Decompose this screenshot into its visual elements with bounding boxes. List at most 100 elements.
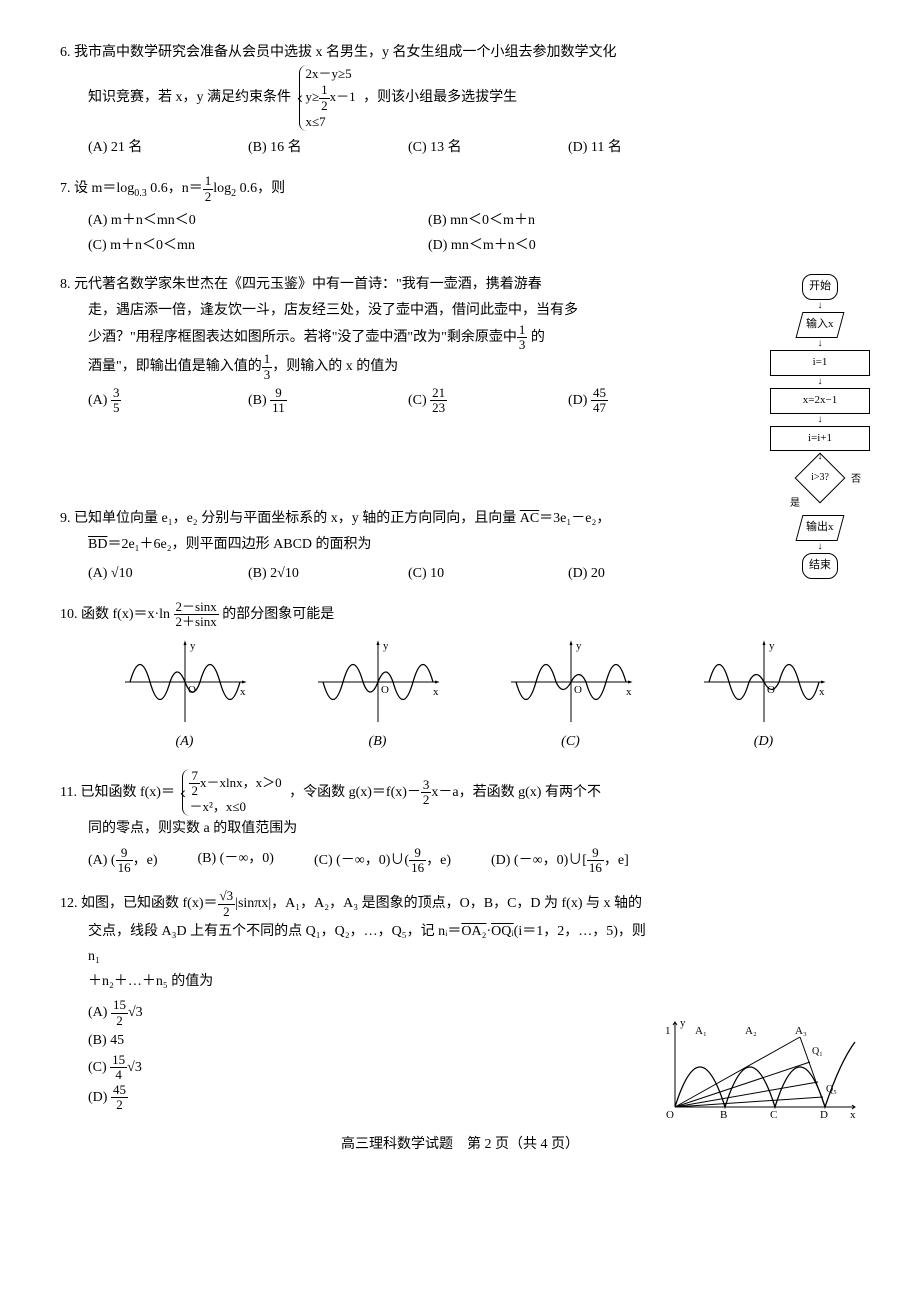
svg-text:y: y <box>383 640 389 652</box>
q10-graph-a: x y O (A) <box>115 637 255 754</box>
q8-choice-b: (B) 911 <box>248 386 408 416</box>
question-6: 6. 我市高中数学研究会准备从会员中选拔 x 名男生，y 名女生组成一个小组去参… <box>60 40 860 160</box>
q10-number: 10. <box>60 607 78 622</box>
svg-text:y: y <box>576 640 582 652</box>
svg-text:1: 1 <box>665 1025 671 1037</box>
question-10: 10. 函数 f(x)＝x·ln 2－sinx2＋sinx 的部分图象可能是 x… <box>60 600 860 755</box>
q6-constraint-1: 2x－y≥5 <box>306 65 356 83</box>
q9-line1: 已知单位向量 e₁，e₂ 分别与平面坐标系的 x，y 轴的正方向同向，且向量 A… <box>74 511 610 526</box>
svg-text:y: y <box>680 1017 686 1029</box>
svg-text:x: x <box>433 686 439 698</box>
arrow-icon: ↓ <box>770 378 870 386</box>
q10-graph-c: x y O (C) <box>501 637 641 754</box>
svg-text:x: x <box>819 686 825 698</box>
flow-start: 开始 <box>802 274 838 300</box>
q6-number: 6. <box>60 45 71 60</box>
q11-piece-2: －x²，x≤0 <box>189 798 281 816</box>
svg-text:A₂: A₂ <box>745 1025 757 1037</box>
svg-text:y: y <box>190 640 196 652</box>
svg-text:A₁: A₁ <box>695 1025 707 1037</box>
q6-choice-d: (D) 11 名 <box>568 135 728 160</box>
q7-choice-c: (C) m＋n＜0＜mn <box>88 233 428 258</box>
vector-oa2: OA₂ <box>461 924 486 939</box>
q9-choice-c: (C) 10 <box>408 561 568 586</box>
question-12: 1 O x y A₁ A₂ A₃ B C D Q₁ Q₅ 12. 如图，已知函数… <box>60 889 860 1112</box>
q9-choice-d: (D) 20 <box>568 561 728 586</box>
q12-choices: (A) 152√3 (B) 45 (C) 154√3 (D) 452 <box>88 998 448 1112</box>
flow-increment: i=i+1 <box>770 426 870 452</box>
q7-stem: 设 m＝log0.3 0.6，n＝12log2 0.6，则 <box>74 181 285 196</box>
q12-choice-c: (C) 154√3 <box>88 1053 258 1083</box>
q9-choice-b: (B) 2√10 <box>248 561 408 586</box>
q11-choices: (A) (916，e) (B) (－∞，0) (C) (－∞，0)∪(916，e… <box>88 846 860 876</box>
q12-choice-a: (A) 152√3 <box>88 998 258 1028</box>
q7-choice-d: (D) mn＜m＋n＜0 <box>428 233 768 258</box>
q8-number: 8. <box>60 277 71 292</box>
q6-stem2-post: ，则该小组最多选拔学生 <box>363 90 517 105</box>
q7-choice-a: (A) m＋n＜mn＜0 <box>88 208 428 233</box>
arrow-icon: ↓ <box>770 302 870 310</box>
q12-choice-b: (B) 45 <box>88 1028 258 1053</box>
q11-choice-c: (C) (－∞，0)∪(916，e) <box>314 846 451 876</box>
page-footer: 高三理科数学试题 第 2 页（共 4 页） <box>60 1132 860 1157</box>
q10-label-d: (D) <box>694 729 834 754</box>
vector-bd: BD <box>88 537 107 552</box>
q10-graphs: x y O (A) x y O (B) x y <box>88 637 860 754</box>
q6-stem-line2: 知识竞赛，若 x，y 满足约束条件 2x－y≥5 y≥12x－1 x≤7 ，则该… <box>88 65 860 131</box>
q12-line2: 交点，线段 A₃D 上有五个不同的点 Q₁，Q₂，…，Q₅，记 nᵢ＝OA₂·O… <box>88 919 650 969</box>
q11-line2: 同的零点，则实数 a 的取值范围为 <box>88 816 860 841</box>
q9-choices: (A) √10 (B) 2√10 (C) 10 (D) 20 <box>88 561 860 586</box>
q8-choices: (A) 35 (B) 911 (C) 2123 (D) 4547 <box>88 386 750 416</box>
q8-choice-d: (D) 4547 <box>568 386 728 416</box>
question-7: 7. 设 m＝log0.3 0.6，n＝12log2 0.6，则 (A) m＋n… <box>60 174 860 258</box>
q11-choice-a: (A) (916，e) <box>88 846 158 876</box>
q11-piecewise: 72x－xlnx，x＞0 －x²，x≤0 <box>182 769 281 817</box>
q6-stem2-pre: 知识竞赛，若 x，y 满足约束条件 <box>88 90 291 105</box>
q12-line1: 如图，已知函数 f(x)＝√32|sinπx|，A₁，A₂，A₃ 是图象的顶点，… <box>81 896 642 911</box>
flow-no-label: 否 <box>851 471 861 489</box>
q9-line2: BD＝2e₁＋6e₂，则平面四边形 ABCD 的面积为 <box>88 532 860 557</box>
graph-c-svg: x y O <box>506 637 636 727</box>
vector-oqi: OQᵢ <box>491 924 514 939</box>
question-8: 开始 ↓ 输入x ↓ i=1 ↓ x=2x−1 ↓ i=i+1 ↓ i>3? 否… <box>60 272 860 492</box>
svg-text:B: B <box>720 1109 727 1121</box>
svg-text:x: x <box>850 1109 856 1121</box>
flow-condition: i>3? 否 <box>795 463 845 493</box>
svg-text:x: x <box>240 686 246 698</box>
svg-text:O: O <box>666 1109 674 1121</box>
svg-text:D: D <box>820 1109 828 1121</box>
q8-line2: 走，遇店添一倍，逢友饮一斗，店友经三处，没了壶中酒，借问此壶中，当有多 <box>88 298 750 323</box>
svg-text:C: C <box>770 1109 777 1121</box>
q8-choice-a: (A) 35 <box>88 386 248 416</box>
flow-input: 输入x <box>796 312 844 338</box>
svg-text:A₃: A₃ <box>795 1025 807 1037</box>
svg-text:x: x <box>626 686 632 698</box>
q10-label-b: (B) <box>308 729 448 754</box>
q10-graph-d: x y O (D) <box>694 637 834 754</box>
q11-number: 11. <box>60 785 77 800</box>
q12-figure: 1 O x y A₁ A₂ A₃ B C D Q₁ Q₅ <box>660 1012 860 1122</box>
q6-constraints-brace: 2x－y≥5 y≥12x－1 x≤7 <box>299 65 356 131</box>
q6-choice-b: (B) 16 名 <box>248 135 408 160</box>
q11-piece-1: 72x－xlnx，x＞0 <box>189 769 281 799</box>
q6-stem-line1: 我市高中数学研究会准备从会员中选拔 x 名男生，y 名女生组成一个小组去参加数学… <box>74 45 617 60</box>
svg-text:y: y <box>769 640 775 652</box>
q8-line1: 元代著名数学家朱世杰在《四元玉鉴》中有一首诗："我有一壶酒，携着游春 <box>74 277 542 292</box>
arrow-icon: ↓ <box>770 416 870 424</box>
q9-choice-a: (A) √10 <box>88 561 248 586</box>
graph-b-svg: x y O <box>313 637 443 727</box>
q8-line4: 酒量"，即输出值是输入值的13，则输入的 x 的值为 <box>88 352 750 382</box>
q10-label-c: (C) <box>501 729 641 754</box>
q10-label-a: (A) <box>115 729 255 754</box>
graph-a-svg: x y O <box>120 637 250 727</box>
q11-choice-d: (D) (－∞，0)∪[916，e] <box>491 846 629 876</box>
flow-step: x=2x−1 <box>770 388 870 414</box>
svg-text:Q₅: Q₅ <box>826 1084 837 1095</box>
q11-choice-b: (B) (－∞，0) <box>198 846 274 876</box>
q8-choice-c: (C) 2123 <box>408 386 568 416</box>
graph-d-svg: x y O <box>699 637 829 727</box>
q12-svg: 1 O x y A₁ A₂ A₃ B C D Q₁ Q₅ <box>660 1012 860 1122</box>
q7-choices: (A) m＋n＜mn＜0 (B) mn＜0＜m＋n (C) m＋n＜0＜mn (… <box>88 208 860 258</box>
q6-choice-c: (C) 13 名 <box>408 135 568 160</box>
q6-choices: (A) 21 名 (B) 16 名 (C) 13 名 (D) 11 名 <box>88 135 860 160</box>
